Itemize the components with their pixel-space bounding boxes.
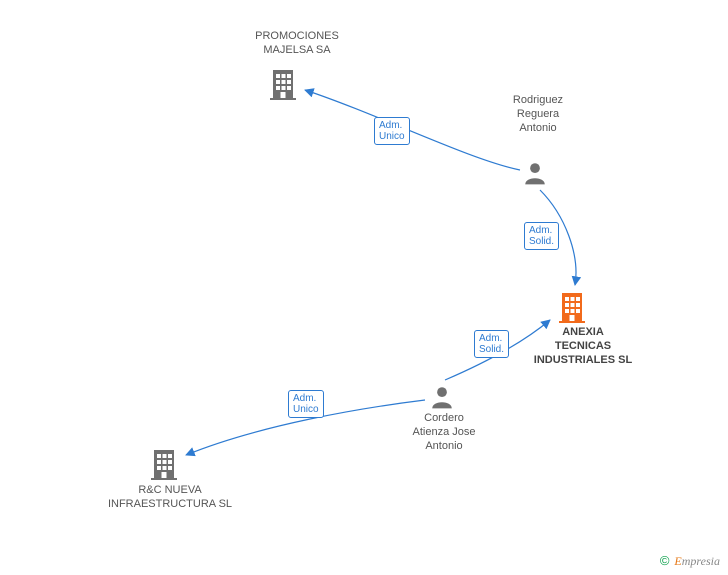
node-label: PROMOCIONES MAJELSA SA <box>242 30 352 58</box>
edge-label: Adm. Unico <box>374 117 410 145</box>
edge-label: Adm. Solid. <box>474 330 509 358</box>
building-icon <box>267 68 299 105</box>
edge-label: Adm. Solid. <box>524 222 559 250</box>
edge <box>305 90 520 170</box>
node-label: Rodriguez Reguera Antonio <box>498 94 578 135</box>
copyright-symbol: © <box>660 553 670 568</box>
node-label: ANEXIA TECNICAS INDUSTRIALES SL <box>528 326 638 367</box>
building-icon <box>556 291 588 328</box>
edge-label: Adm. Unico <box>288 390 324 418</box>
person-icon <box>429 384 455 415</box>
credit: © Empresia <box>660 553 720 569</box>
node-label: R&C NUEVA INFRAESTRUCTURA SL <box>100 484 240 512</box>
brand-rest: mpresia <box>682 554 720 568</box>
building-icon <box>148 448 180 485</box>
person-icon <box>522 160 548 191</box>
node-label: Cordero Atienza Jose Antonio <box>404 412 484 453</box>
brand-first-letter: E <box>674 554 681 568</box>
